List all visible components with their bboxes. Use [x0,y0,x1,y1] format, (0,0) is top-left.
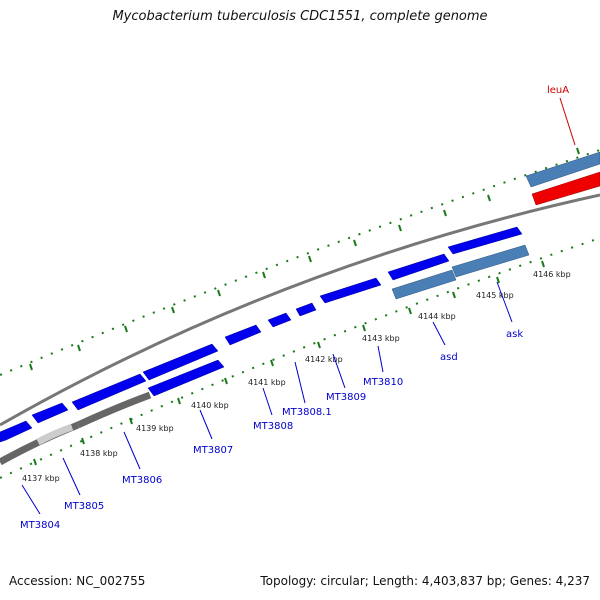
kbp-label: 4143 kbp [362,334,400,343]
gene-arrow-mt3808[interactable] [224,324,262,346]
gene-label-asd[interactable]: asd [440,352,458,363]
kbp-label: 4140 kbp [191,401,229,410]
gene-label-mt3808-1[interactable]: MT3808.1 [282,407,332,418]
label-leaders [21,281,513,515]
gene-label-mt3808[interactable]: MT3808 [253,421,293,432]
accession-text: Accession: NC_002755 [9,574,146,588]
gene-label-mt3806[interactable]: MT3806 [122,475,162,486]
gene-label-mt3804[interactable]: MT3804 [20,520,60,531]
gene-arrow-leua[interactable] [531,171,600,206]
steel-track-leua[interactable] [525,151,600,188]
outer-tick-arc [0,147,600,376]
gray-track-2 [76,391,152,429]
inner-tick-arc [0,237,600,479]
gene-arrow-mt3807b[interactable] [147,359,225,397]
kbp-label: 4146 kbp [533,270,571,279]
kbp-label: 4138 kbp [80,449,118,458]
kbp-label: 4137 kbp [22,474,60,483]
leua-leader [559,97,576,146]
gene-arrow-mt3810[interactable] [319,277,382,304]
gene-arrow-mt3804[interactable] [0,420,33,443]
gene-label-leua[interactable]: leuA [547,85,569,96]
kbp-label: 4141 kbp [248,378,286,387]
gene-label-mt3809[interactable]: MT3809 [326,392,366,403]
kbp-labels: 4137 kbp 4138 kbp 4139 kbp 4140 kbp 4141… [22,270,571,483]
page-title: Mycobacterium tuberculosis CDC1551, comp… [112,9,488,24]
gene-label-mt3807[interactable]: MT3807 [193,445,233,456]
kbp-label: 4145 kbp [476,291,514,300]
gene-arrow-mt3807a[interactable] [142,343,219,381]
gene-label-mt3805[interactable]: MT3805 [64,501,104,512]
gene-arrow-asd-fwd[interactable] [387,253,450,281]
genome-backbone [0,193,600,427]
gene-labels: MT3804 MT3805 MT3806 MT3807 MT3808 MT380… [20,85,569,531]
gene-arrow-mt3805[interactable] [31,402,69,424]
gene-arrow-mt3806[interactable] [71,373,147,411]
light-gray-segment [36,423,74,446]
topology-text: Topology: circular; Length: 4,403,837 bp… [260,574,590,588]
kbp-label: 4139 kbp [136,424,174,433]
kbp-label: 4142 kbp [305,355,343,364]
steel-track-ask[interactable] [451,244,530,278]
gene-label-ask[interactable]: ask [506,329,523,340]
kbp-label: 4144 kbp [418,312,456,321]
gene-arrow-mt3808-1[interactable] [267,312,292,328]
gene-arrow-ask-fwd[interactable] [447,226,523,255]
steel-track-asd[interactable] [391,269,457,300]
gene-arrow-mt3809[interactable] [295,302,317,317]
gene-label-mt3810[interactable]: MT3810 [363,377,403,388]
